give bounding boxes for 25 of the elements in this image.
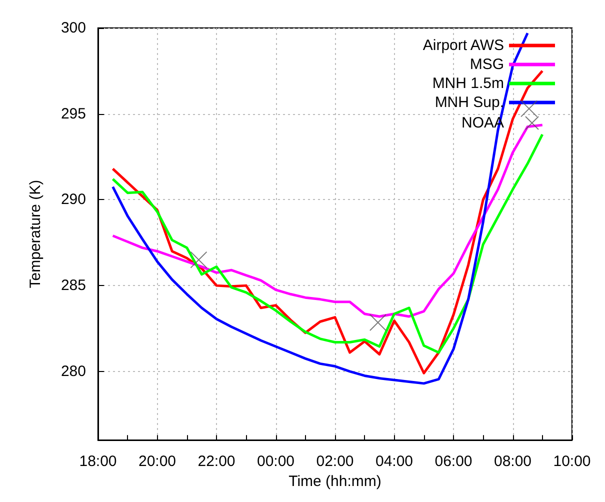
x-tick-label: 00:00 (256, 453, 295, 470)
legend-label: MNH 1.5m (432, 75, 504, 92)
x-tick-label: 06:00 (434, 453, 472, 470)
y-axis-title: Temperature (K) (27, 180, 44, 288)
point (520, 100, 538, 118)
x-tick-label: 20:00 (138, 453, 176, 470)
x-tick-label: 08:00 (494, 453, 532, 470)
legend-label: MNH Sup. (434, 94, 504, 111)
x-tick-label: 10:00 (553, 453, 591, 470)
point (369, 314, 386, 331)
line-series (112, 32, 529, 385)
x-tick-label: 18:00 (79, 453, 117, 470)
line-series (112, 133, 544, 354)
x-tick-label: 04:00 (375, 453, 414, 470)
x-tick-label: 02:00 (316, 453, 354, 470)
y-tick-label: 295 (60, 105, 86, 122)
legend-label: Airport AWS (422, 37, 504, 54)
y-tick-label: 285 (60, 277, 86, 294)
y-tick-label: 300 (60, 20, 86, 36)
y-tick-label: 290 (60, 191, 86, 208)
point (190, 251, 208, 268)
x-tick-label: 22:00 (198, 453, 236, 470)
y-tick-label: 280 (60, 362, 86, 380)
x-axis-title: Time (hh:mm) (288, 473, 382, 490)
legend-label: MSG (470, 56, 504, 73)
